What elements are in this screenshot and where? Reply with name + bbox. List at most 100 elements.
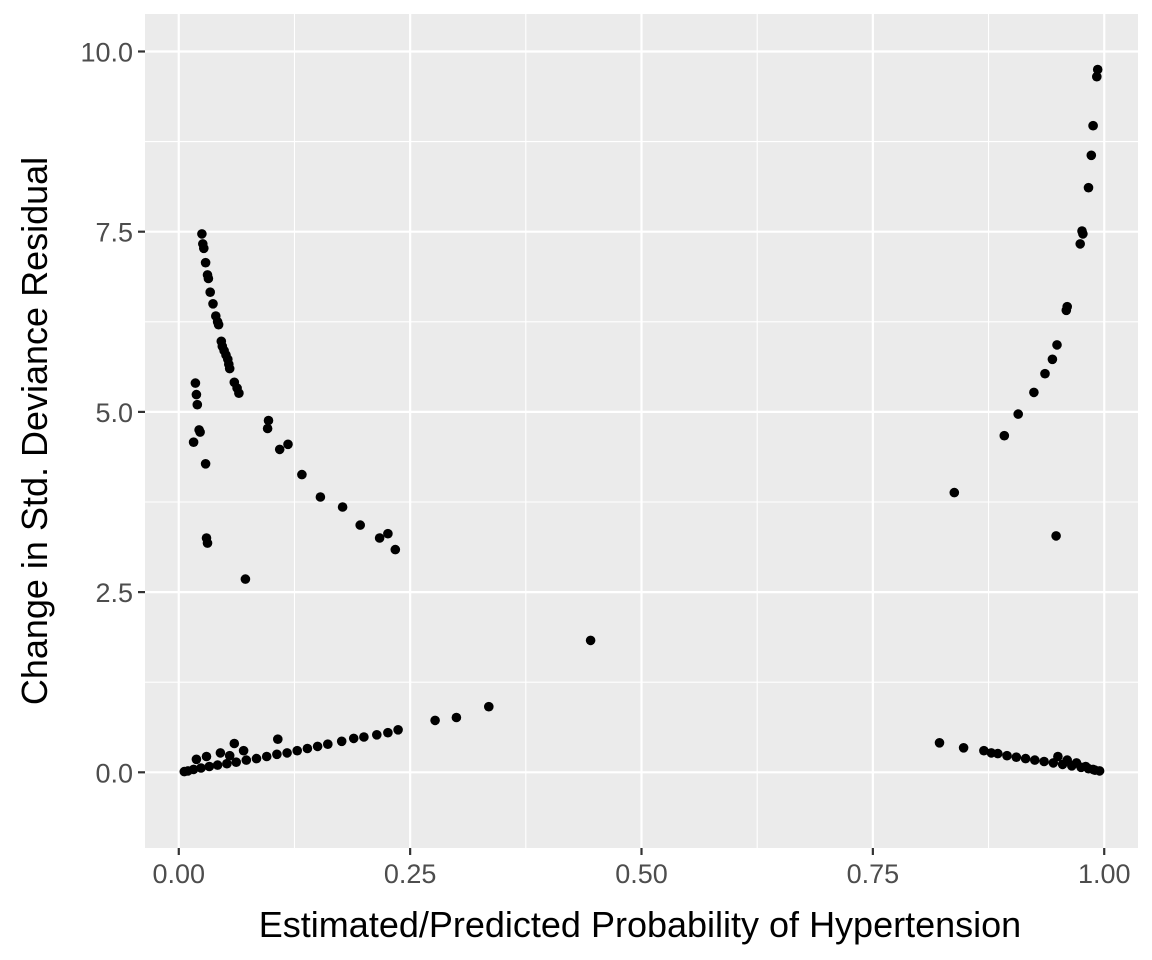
- data-point: [191, 754, 202, 765]
- data-point: [201, 751, 212, 762]
- data-point: [212, 760, 223, 770]
- data-point: [958, 743, 969, 753]
- data-point: [1002, 750, 1012, 761]
- data-point: [1078, 229, 1088, 239]
- x-axis-title: Estimated/Predicted Probability of Hyper…: [259, 904, 1021, 945]
- y-tick-label: 0.0: [95, 758, 133, 788]
- data-point: [359, 732, 369, 742]
- data-point: [262, 423, 273, 434]
- data-point: [200, 459, 211, 469]
- data-point: [348, 733, 359, 744]
- data-point: [204, 761, 215, 772]
- data-point: [238, 745, 249, 756]
- data-point: [1029, 387, 1039, 398]
- x-tick-label: 0.75: [847, 859, 900, 889]
- data-point: [1088, 764, 1098, 775]
- data-point: [383, 727, 393, 738]
- data-point: [337, 502, 348, 512]
- data-point: [315, 492, 326, 502]
- data-point: [195, 427, 205, 437]
- data-point: [1080, 761, 1091, 772]
- x-tick-label: 0.00: [152, 859, 205, 889]
- data-point: [1047, 354, 1058, 365]
- data-point: [1052, 340, 1062, 350]
- data-point: [949, 487, 960, 498]
- data-point: [1011, 752, 1022, 762]
- x-tick-label: 0.50: [615, 859, 668, 889]
- data-point: [355, 520, 366, 530]
- data-point: [224, 363, 235, 374]
- data-point: [197, 229, 207, 239]
- data-point: [205, 287, 215, 298]
- data-point: [1092, 71, 1102, 82]
- data-point: [240, 574, 251, 584]
- data-point: [993, 748, 1003, 759]
- data-point: [390, 544, 401, 555]
- data-point: [261, 751, 272, 762]
- data-point: [273, 734, 283, 744]
- data-point: [1053, 751, 1063, 762]
- data-point: [251, 753, 262, 764]
- data-point: [224, 750, 235, 761]
- data-point: [1040, 368, 1050, 379]
- data-point: [283, 439, 293, 450]
- data-point: [263, 415, 274, 426]
- x-tick-label: 0.25: [384, 859, 437, 889]
- data-point: [292, 745, 303, 756]
- data-point: [199, 243, 209, 254]
- data-point: [297, 469, 307, 480]
- data-point: [383, 528, 393, 539]
- data-point: [484, 701, 494, 712]
- y-axis-title: Change in Std. Deviance Residual: [14, 157, 55, 705]
- data-point: [215, 748, 226, 758]
- data-point: [272, 749, 282, 760]
- data-point: [188, 437, 199, 448]
- x-tick-label: 1.00: [1078, 859, 1131, 889]
- data-point: [192, 399, 203, 410]
- x-axis-ticks: 0.00 0.25 0.50 0.75 1.00: [152, 848, 1131, 889]
- data-point: [979, 745, 989, 756]
- data-point: [234, 388, 244, 399]
- data-point: [1020, 753, 1031, 764]
- data-point: [302, 743, 313, 754]
- data-point: [1039, 756, 1049, 767]
- data-point: [229, 738, 240, 749]
- data-point: [999, 430, 1010, 441]
- data-point: [323, 739, 333, 749]
- data-point: [282, 748, 292, 758]
- data-point: [430, 715, 440, 726]
- data-point: [1030, 755, 1040, 765]
- major-gridlines: [145, 14, 1138, 848]
- data-point: [213, 319, 224, 330]
- data-point: [585, 635, 596, 646]
- data-point: [1061, 305, 1072, 316]
- data-point: [202, 538, 213, 548]
- y-tick-label: 7.5: [95, 218, 133, 248]
- data-point: [1062, 755, 1072, 765]
- data-point: [1071, 758, 1082, 768]
- data-point: [231, 757, 241, 767]
- data-point: [191, 389, 202, 400]
- data-point: [934, 738, 945, 748]
- data-point: [1075, 239, 1085, 249]
- y-tick-label: 2.5: [95, 578, 133, 608]
- data-point: [203, 273, 214, 284]
- data-point: [372, 730, 382, 740]
- data-point: [374, 533, 385, 543]
- data-point: [190, 378, 201, 388]
- data-point: [200, 257, 211, 268]
- data-point: [1088, 120, 1098, 131]
- data-point: [196, 763, 206, 773]
- data-point: [241, 755, 252, 765]
- data-point: [451, 712, 462, 723]
- data-point: [393, 725, 403, 735]
- y-axis-ticks: 0.0 2.5 5.0 7.5 10.0: [80, 37, 145, 788]
- data-points: [179, 64, 1105, 777]
- data-point: [1092, 64, 1103, 75]
- data-point: [1086, 150, 1097, 161]
- data-point: [274, 444, 285, 455]
- data-point: [179, 766, 190, 777]
- data-point: [1083, 182, 1094, 193]
- data-point: [1013, 409, 1023, 419]
